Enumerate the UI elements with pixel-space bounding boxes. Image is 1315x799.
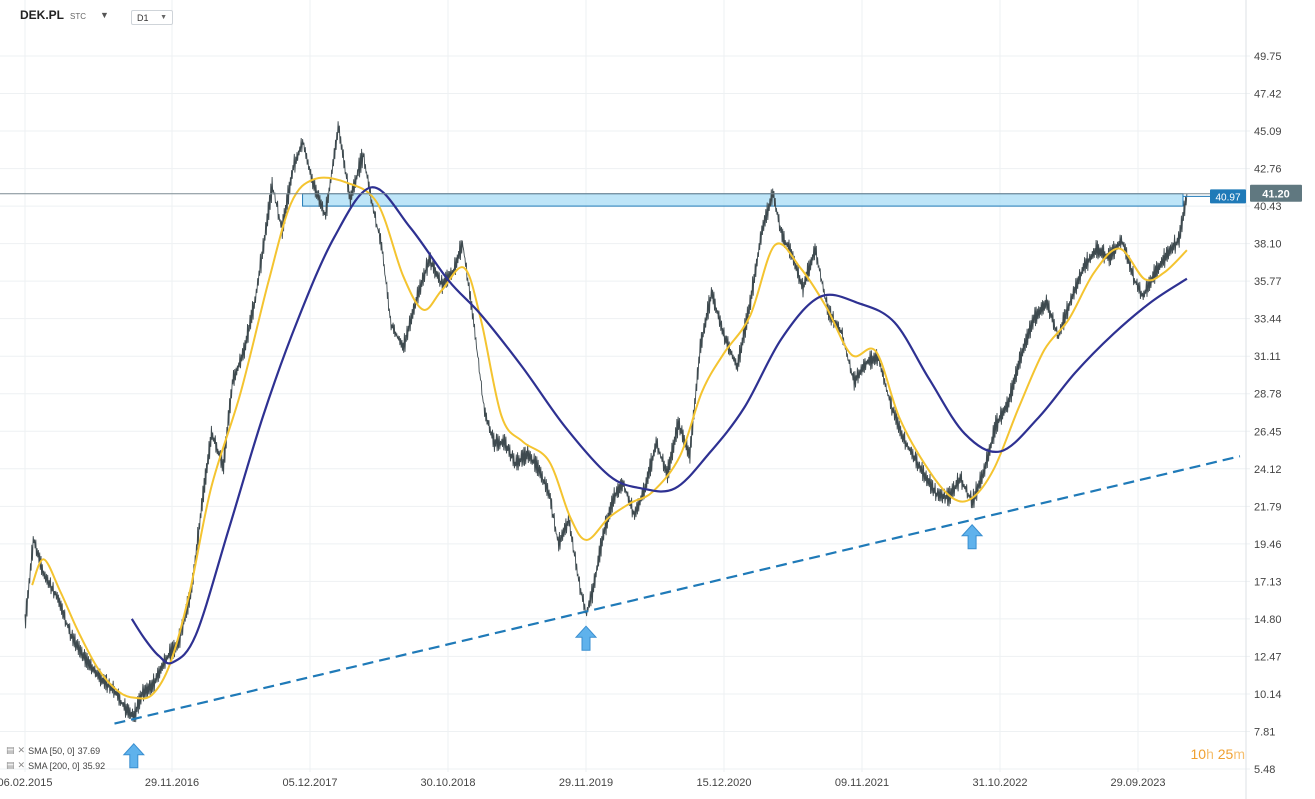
y-tick-label: 21.79 [1254, 501, 1282, 513]
x-tick-label: 31.10.2022 [972, 777, 1027, 789]
sma200-line [130, 186, 1188, 665]
legend-sma200-label: SMA [200, 0] [28, 760, 80, 771]
list-icon[interactable]: ▤ [6, 760, 15, 770]
y-tick-label: 45.09 [1254, 126, 1282, 138]
legend-sma50[interactable]: ▤ ✕ SMA [50, 0] 37.69 [6, 745, 100, 756]
countdown-minutes-unit: m [1233, 746, 1245, 762]
x-tick-label: 09.11.2021 [835, 777, 889, 789]
y-tick-label: 47.42 [1254, 89, 1282, 101]
list-icon[interactable]: ▤ [6, 745, 15, 755]
countdown-hours: 10 [1190, 746, 1207, 762]
legend-sma50-label: SMA [50, 0] [28, 745, 75, 756]
close-icon[interactable]: ✕ [17, 760, 26, 770]
candle-countdown: 10h 25m [1190, 746, 1245, 762]
current-price-value: 41.20 [1262, 189, 1290, 201]
x-tick-label: 29.09.2023 [1110, 777, 1165, 789]
y-tick-label: 28.78 [1254, 389, 1282, 401]
y-tick-label: 17.13 [1254, 576, 1282, 588]
y-tick-label: 24.12 [1254, 464, 1282, 476]
y-tick-label: 42.76 [1254, 164, 1282, 176]
y-tick-label: 35.77 [1254, 276, 1282, 288]
legend-sma50-value: 37.69 [77, 745, 101, 756]
y-tick-label: 19.46 [1254, 539, 1282, 551]
up-arrow-icon [574, 625, 598, 651]
legend-sma200-value: 35.92 [82, 760, 106, 771]
x-tick-label: 15.12.2020 [696, 777, 751, 789]
up-arrow-icon [960, 524, 984, 550]
close-icon[interactable]: ✕ [17, 745, 26, 755]
y-tick-label: 26.45 [1254, 426, 1282, 438]
y-tick-label: 31.11 [1254, 351, 1281, 363]
y-tick-label: 7.81 [1254, 726, 1275, 738]
zone-price-tag [1210, 189, 1246, 204]
x-tick-label: 30.10.2018 [420, 777, 475, 789]
symbol-label: DEK.PL [20, 8, 65, 22]
y-tick-label: 33.44 [1254, 314, 1282, 326]
x-tick-label: 05.12.2017 [282, 777, 337, 789]
zone-price-value: 40.97 [1215, 192, 1240, 203]
legend-sma200[interactable]: ▤ ✕ SMA [200, 0] 35.92 [6, 760, 105, 771]
countdown-hours-unit: h [1206, 746, 1214, 762]
symbol-selector[interactable]: DEK.PL STC ▼ [20, 8, 109, 22]
timeframe-select[interactable]: D1 ▼ [131, 10, 173, 25]
x-tick-label: 29.11.2016 [145, 777, 199, 789]
y-tick-label: 49.75 [1254, 51, 1282, 63]
countdown-minutes: 25 [1217, 746, 1234, 762]
current-price-tag [1250, 184, 1302, 202]
timeframe-value: D1 [137, 12, 149, 23]
exchange-label: STC [70, 12, 87, 21]
y-tick-label: 40.43 [1254, 201, 1282, 213]
support-trendline[interactable] [114, 455, 1241, 725]
y-tick-label: 38.10 [1254, 239, 1282, 251]
y-tick-label: 14.80 [1254, 614, 1282, 626]
x-tick-label: 06.02.2015 [0, 777, 53, 789]
up-arrow-icon [122, 743, 145, 769]
sma50-line [31, 176, 1188, 700]
y-tick-label: 5.48 [1254, 764, 1275, 776]
chevron-down-icon: ▼ [160, 14, 167, 21]
resistance-zone[interactable] [302, 193, 1184, 207]
y-tick-label: 12.47 [1254, 651, 1282, 663]
chevron-down-icon: ▼ [100, 10, 109, 20]
y-tick-label: 10.14 [1254, 689, 1282, 701]
x-tick-label: 29.11.2019 [559, 777, 613, 789]
